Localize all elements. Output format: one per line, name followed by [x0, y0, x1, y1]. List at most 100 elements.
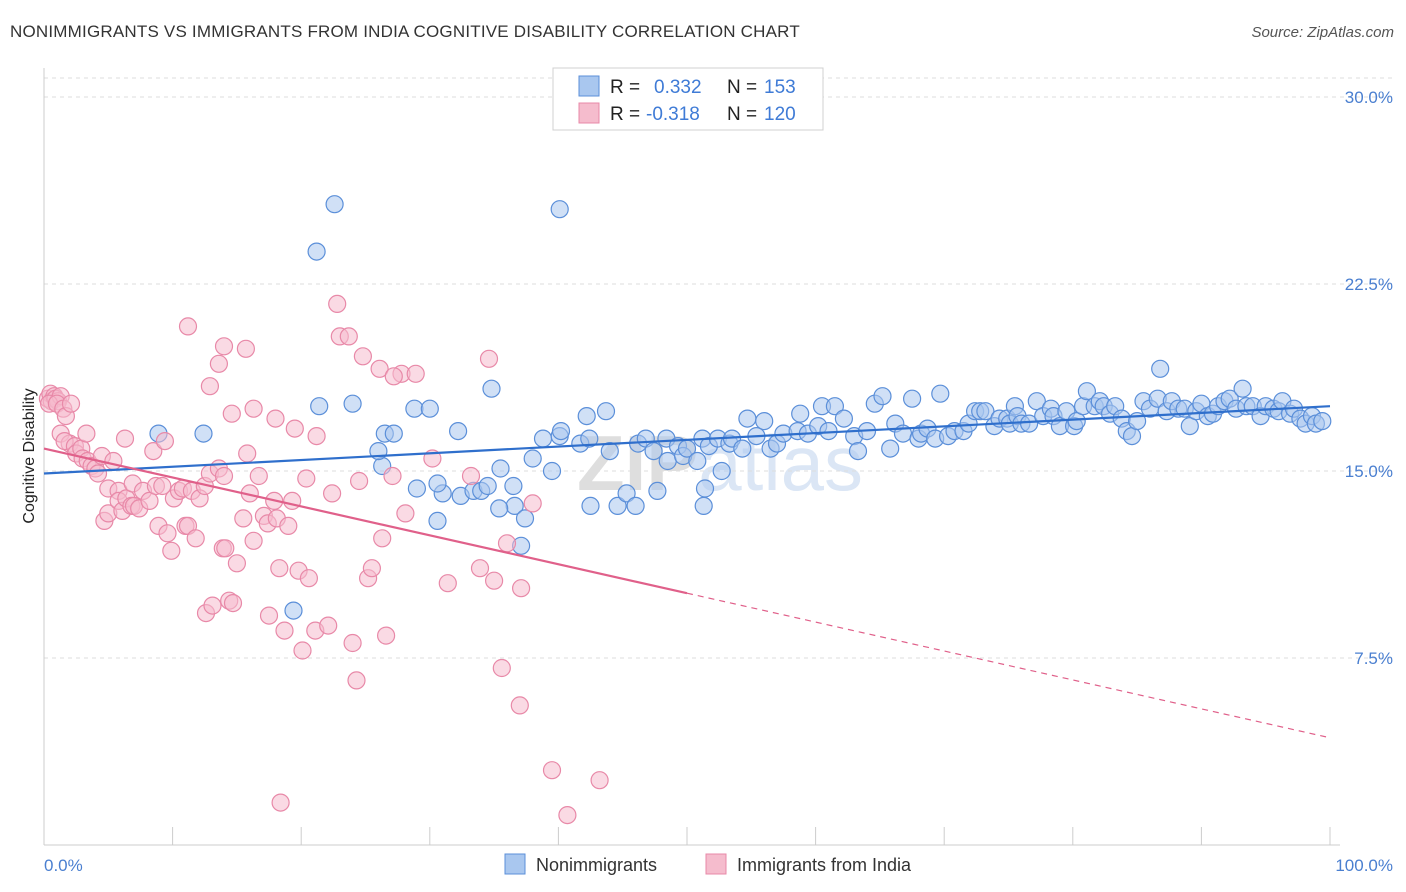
- data-point: [299, 569, 318, 588]
- data-point: [738, 409, 757, 428]
- data-point: [216, 539, 235, 558]
- data-point: [155, 432, 174, 451]
- legend-swatch-immigrants-from-india: [705, 853, 727, 875]
- data-point: [428, 474, 447, 493]
- data-point: [491, 459, 510, 478]
- data-point: [590, 771, 609, 790]
- data-point: [293, 641, 312, 660]
- x-tick-label-max: 100.0%: [1335, 856, 1393, 875]
- data-point: [848, 442, 868, 461]
- data-point: [581, 496, 600, 515]
- data-point: [275, 621, 294, 640]
- data-point: [1233, 379, 1252, 398]
- data-point: [523, 494, 542, 513]
- data-point: [515, 509, 535, 528]
- data-point: [523, 449, 542, 468]
- data-point: [695, 479, 715, 498]
- data-point: [580, 429, 599, 448]
- data-point: [279, 516, 298, 536]
- data-point: [227, 554, 246, 573]
- trend-lines: [43, 405, 1331, 739]
- data-point: [492, 658, 511, 678]
- series-legend: Nonimmigrants Immigrants from India: [504, 853, 912, 875]
- data-point: [223, 593, 243, 613]
- data-point: [485, 571, 504, 590]
- stats-r-label-pink: R =: [610, 104, 640, 125]
- data-point: [577, 407, 596, 426]
- data-point: [222, 404, 241, 423]
- data-point: [438, 574, 457, 593]
- data-point: [902, 389, 922, 408]
- data-point: [383, 466, 402, 486]
- data-point: [420, 399, 439, 418]
- data-point: [1077, 382, 1097, 401]
- data-point: [209, 354, 228, 373]
- chart-title: NONIMMIGRANTS VS IMMIGRANTS FROM INDIA C…: [10, 22, 800, 41]
- y-tick-labels: 7.5% 15.0% 22.5% 30.0%: [1345, 88, 1393, 668]
- data-point: [428, 511, 447, 531]
- data-point: [931, 384, 950, 403]
- x-tick-label-min: 0.0%: [44, 856, 83, 875]
- stats-legend: R = 0.332 N = 153 R = -0.318 N = 120: [552, 67, 824, 131]
- stats-n-value-blue: 153: [764, 77, 796, 98]
- data-point: [244, 399, 263, 418]
- data-point: [362, 559, 381, 578]
- data-point: [353, 347, 372, 366]
- data-point: [162, 541, 181, 560]
- data-point: [470, 559, 490, 578]
- data-point: [791, 404, 810, 423]
- data-point: [178, 317, 198, 336]
- data-point: [200, 377, 219, 396]
- data-point: [307, 242, 326, 261]
- y-tick-label: 30.0%: [1345, 88, 1393, 107]
- data-point: [396, 504, 415, 523]
- data-point: [558, 805, 577, 825]
- data-point: [384, 424, 403, 443]
- data-point: [600, 442, 619, 461]
- data-point: [285, 419, 304, 438]
- y-axis-label: Cognitive Disability: [21, 388, 38, 523]
- stats-n-label-blue: N =: [727, 77, 757, 98]
- data-point: [881, 439, 900, 458]
- data-point: [203, 596, 222, 615]
- data-point: [270, 559, 289, 578]
- data-point: [153, 476, 172, 496]
- data-point: [1313, 412, 1332, 431]
- data-point: [608, 496, 627, 515]
- data-point: [478, 476, 497, 496]
- trend-line: [43, 405, 1331, 475]
- axes: [43, 68, 1340, 846]
- stats-r-label-blue: R =: [610, 77, 640, 98]
- data-point: [873, 387, 892, 406]
- legend-label-nonimmigrants: Nonimmigrants: [536, 855, 657, 875]
- data-point: [461, 466, 481, 486]
- data-point: [406, 364, 425, 383]
- data-point: [319, 616, 338, 635]
- trend-line: [43, 447, 688, 595]
- data-point: [1180, 417, 1199, 436]
- data-point: [77, 424, 96, 443]
- data-point: [550, 200, 569, 219]
- data-point: [596, 402, 616, 421]
- data-point: [104, 451, 123, 471]
- data-point: [186, 529, 205, 548]
- legend-swatch-nonimmigrants: [504, 853, 526, 875]
- y-tick-label: 7.5%: [1354, 649, 1393, 668]
- data-point: [511, 579, 531, 598]
- data-point: [384, 367, 403, 386]
- data-point: [626, 496, 645, 515]
- data-point: [266, 409, 285, 428]
- data-point: [688, 451, 707, 471]
- data-point: [712, 461, 731, 481]
- data-point: [284, 601, 303, 620]
- data-point: [490, 499, 509, 518]
- data-point: [350, 471, 369, 491]
- data-point: [323, 484, 342, 503]
- x-ticks: [172, 827, 1331, 845]
- stats-n-value-pink: 120: [764, 104, 796, 125]
- data-point: [449, 422, 468, 441]
- data-point: [658, 451, 677, 471]
- data-point: [479, 349, 499, 368]
- stats-r-value-blue: 0.332: [654, 77, 702, 98]
